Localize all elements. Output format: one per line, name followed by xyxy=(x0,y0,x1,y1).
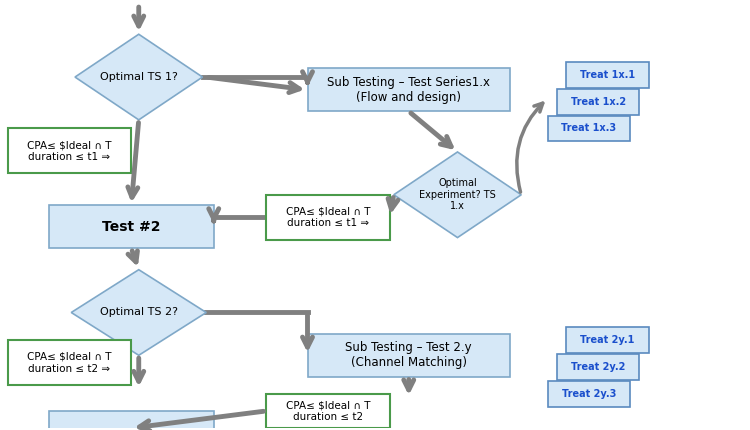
FancyBboxPatch shape xyxy=(556,354,639,380)
Polygon shape xyxy=(75,34,202,120)
Text: Sub Testing – Test Series1.x
(Flow and design): Sub Testing – Test Series1.x (Flow and d… xyxy=(327,76,490,104)
Text: CPA≤ $Ideal ∩ T
duration ≤ t1 ⇒: CPA≤ $Ideal ∩ T duration ≤ t1 ⇒ xyxy=(286,206,370,228)
FancyBboxPatch shape xyxy=(548,116,630,141)
FancyBboxPatch shape xyxy=(8,129,131,173)
FancyBboxPatch shape xyxy=(266,195,390,240)
Text: CPA≤ $Ideal ∩ T
duration ≤ t2 ⇒: CPA≤ $Ideal ∩ T duration ≤ t2 ⇒ xyxy=(27,352,112,374)
Text: Treat 1x.1: Treat 1x.1 xyxy=(580,70,635,80)
Text: Treat 2y.2: Treat 2y.2 xyxy=(571,362,626,372)
FancyBboxPatch shape xyxy=(566,62,649,88)
Text: Test #2: Test #2 xyxy=(102,220,160,234)
FancyBboxPatch shape xyxy=(308,68,510,111)
Text: Treat 1x.2: Treat 1x.2 xyxy=(571,97,626,107)
Text: Treat 2y.1: Treat 2y.1 xyxy=(580,335,634,345)
Polygon shape xyxy=(71,270,206,355)
FancyBboxPatch shape xyxy=(8,340,131,385)
Polygon shape xyxy=(394,152,521,238)
Text: Optimal
Experiment? TS
1.x: Optimal Experiment? TS 1.x xyxy=(419,178,496,212)
Text: CPA≤ $Ideal ∩ T
duration ≤ t2: CPA≤ $Ideal ∩ T duration ≤ t2 xyxy=(286,400,370,422)
Text: Optimal TS 2?: Optimal TS 2? xyxy=(100,307,178,317)
FancyBboxPatch shape xyxy=(49,411,214,430)
FancyBboxPatch shape xyxy=(308,334,510,377)
Text: Treat 2y.3: Treat 2y.3 xyxy=(562,389,616,399)
Text: Sub Testing – Test 2.y
(Channel Matching): Sub Testing – Test 2.y (Channel Matching… xyxy=(346,341,472,369)
FancyBboxPatch shape xyxy=(566,328,649,353)
FancyBboxPatch shape xyxy=(548,381,630,407)
FancyBboxPatch shape xyxy=(266,394,390,428)
Text: Optimal TS 1?: Optimal TS 1? xyxy=(100,72,178,82)
Text: CPA≤ $Ideal ∩ T
duration ≤ t1 ⇒: CPA≤ $Ideal ∩ T duration ≤ t1 ⇒ xyxy=(27,140,112,162)
FancyBboxPatch shape xyxy=(556,89,639,114)
Text: Treat 1x.3: Treat 1x.3 xyxy=(561,123,616,133)
FancyBboxPatch shape xyxy=(49,206,214,248)
